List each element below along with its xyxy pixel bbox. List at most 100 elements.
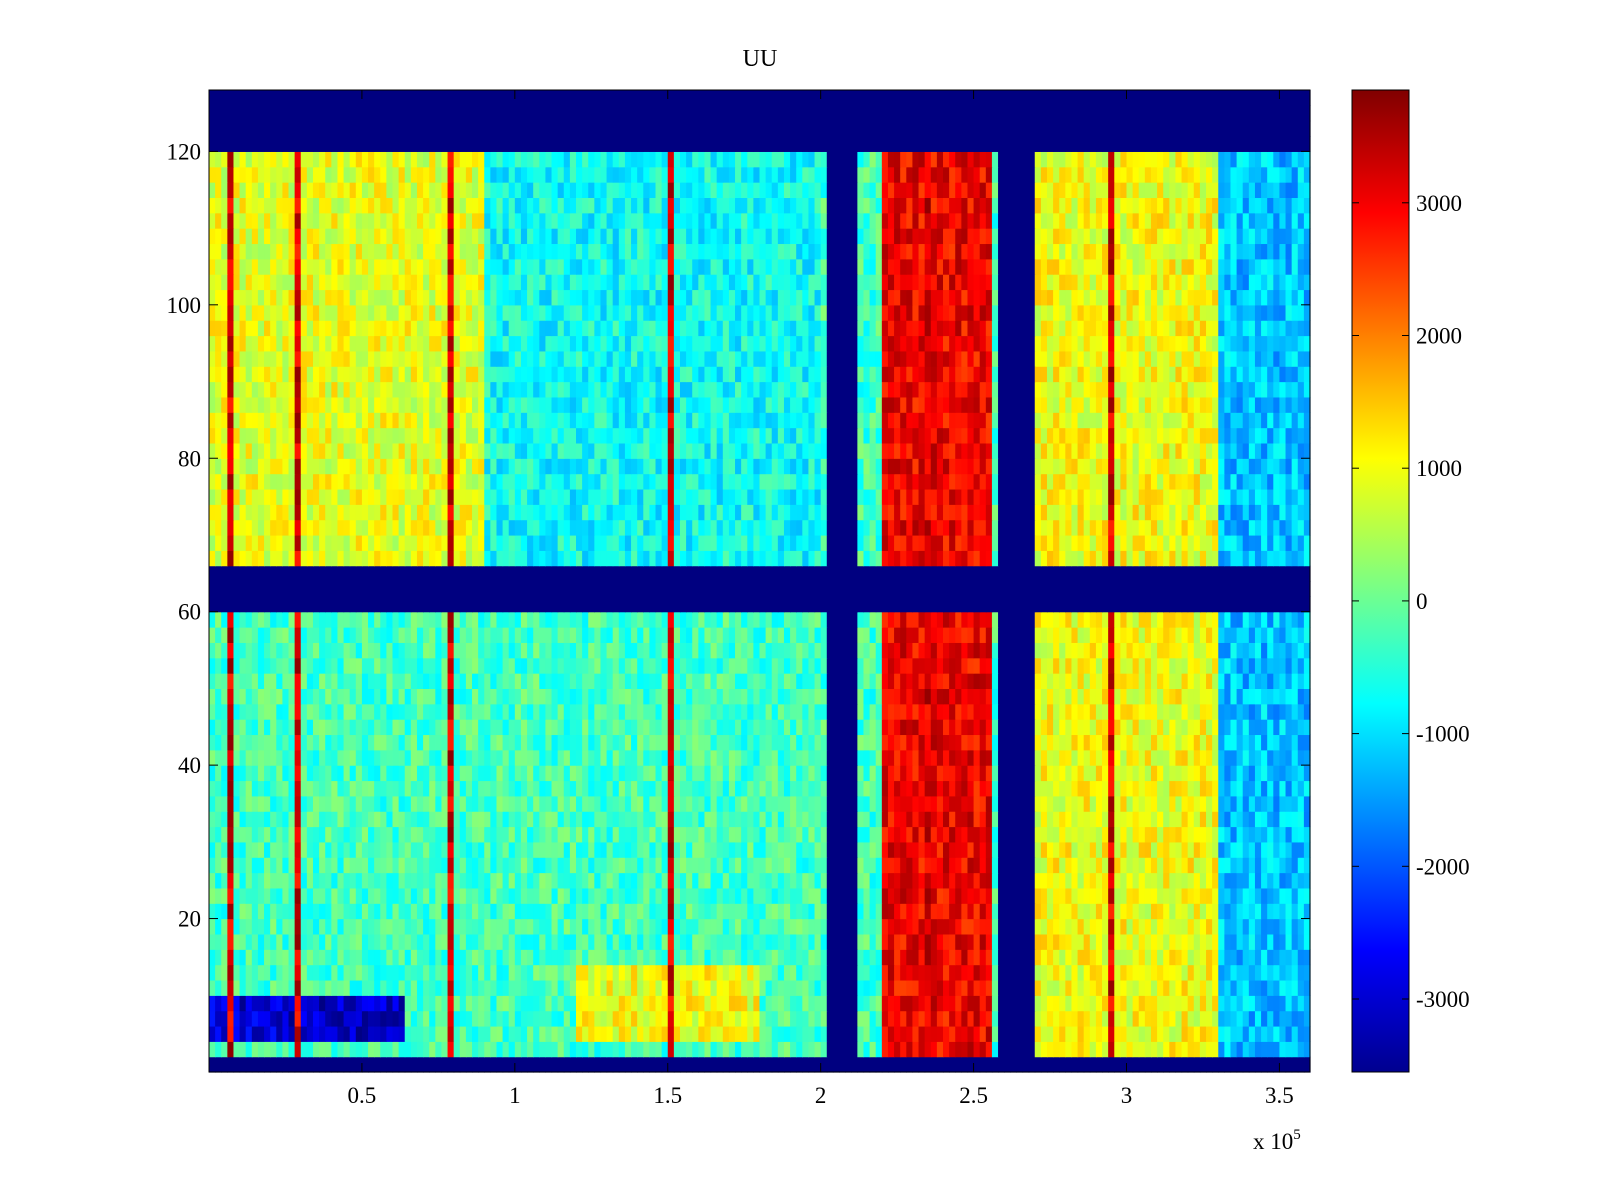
heatmap-cell — [857, 949, 865, 966]
heatmap-cell — [887, 657, 895, 674]
heatmap-cell — [845, 1041, 852, 1058]
heatmap-cell — [863, 657, 871, 674]
heatmap-cell — [845, 933, 852, 950]
heatmap-cell — [1114, 857, 1121, 874]
heatmap-cell — [820, 673, 828, 689]
heatmap-cell — [1218, 780, 1225, 797]
heatmap-cell — [1089, 857, 1097, 874]
heatmap-cell — [1095, 673, 1103, 689]
heatmap-cell — [1150, 719, 1158, 736]
heatmap-cell — [1261, 673, 1268, 689]
heatmap-cell — [1175, 719, 1183, 736]
heatmap-cell — [1169, 811, 1177, 828]
heatmap-cell — [1028, 1010, 1036, 1027]
heatmap-cell — [832, 887, 840, 904]
heatmap-cell — [765, 903, 773, 920]
heatmap-cell — [447, 1041, 455, 1058]
heatmap-cell — [790, 903, 797, 920]
heatmap-cell — [1212, 964, 1219, 981]
heatmap-cell — [887, 673, 895, 689]
heatmap-cell — [1040, 995, 1048, 1012]
heatmap-cell — [215, 795, 222, 812]
heatmap-cell — [936, 734, 944, 751]
heatmap-cell — [686, 1010, 693, 1027]
heatmap-cell — [759, 979, 767, 996]
heatmap-cell — [563, 642, 571, 659]
heatmap-cell — [582, 749, 589, 766]
heatmap-cell — [1065, 688, 1073, 705]
heatmap-cell — [1016, 964, 1024, 981]
heatmap-cell — [679, 765, 687, 782]
heatmap-cell — [374, 1010, 381, 1027]
heatmap-cell — [1089, 826, 1097, 843]
heatmap-cell — [643, 688, 650, 705]
heatmap-cell — [215, 918, 222, 935]
heatmap-cell — [863, 949, 871, 966]
heatmap-cell — [790, 841, 797, 858]
heatmap-cell — [704, 995, 712, 1012]
heatmap-cell — [368, 734, 375, 751]
heatmap-cell — [1053, 841, 1060, 858]
heatmap-cell — [459, 734, 467, 751]
heatmap-cell — [221, 1041, 228, 1058]
heatmap-cell — [1144, 826, 1152, 843]
heatmap-cell — [588, 642, 595, 659]
heatmap-cell — [771, 1056, 779, 1073]
heatmap-cell — [331, 949, 339, 966]
heatmap-cell — [863, 1025, 871, 1042]
heatmap-cell — [967, 749, 975, 766]
heatmap-cell — [973, 795, 981, 812]
heatmap-cell — [1144, 719, 1152, 736]
heatmap-cell — [924, 979, 932, 996]
heatmap-cell — [576, 964, 583, 981]
heatmap-cell — [312, 903, 320, 920]
heatmap-cell — [502, 765, 510, 782]
heatmap-cell — [343, 872, 351, 889]
heatmap-cell — [924, 1056, 932, 1073]
heatmap-cell — [1022, 918, 1030, 935]
heatmap-cell — [624, 872, 632, 889]
heatmap-cell — [710, 918, 718, 935]
heatmap-cell — [820, 887, 828, 904]
heatmap-cell — [276, 703, 283, 720]
heatmap-cell — [924, 1025, 932, 1042]
heatmap-cell — [1150, 964, 1158, 981]
heatmap-cell — [1187, 719, 1195, 736]
heatmap-cell — [496, 826, 504, 843]
heatmap-cell — [368, 811, 375, 828]
heatmap-cell — [1010, 918, 1017, 935]
heatmap-cell — [300, 979, 308, 996]
heatmap-cell — [826, 995, 834, 1012]
heatmap-cell — [1169, 857, 1177, 874]
heatmap-cell — [349, 841, 357, 858]
heatmap-cell — [667, 857, 675, 874]
heatmap-cell — [857, 841, 865, 858]
heatmap-cell — [973, 765, 981, 782]
heatmap-cell — [453, 903, 461, 920]
heatmap-cell — [386, 979, 394, 996]
heatmap-cell — [355, 780, 363, 797]
heatmap-cell — [943, 673, 950, 689]
heatmap-cell — [1206, 933, 1213, 950]
heatmap-cell — [618, 857, 626, 874]
heatmap-cell — [1248, 719, 1256, 736]
heatmap-cell — [1267, 1010, 1274, 1027]
heatmap-cell — [728, 918, 736, 935]
heatmap-cell — [735, 657, 742, 674]
heatmap-cell — [257, 734, 265, 751]
heatmap-cell — [1046, 995, 1054, 1012]
heatmap-cell — [1236, 1025, 1244, 1042]
heatmap-cell — [839, 995, 846, 1012]
heatmap-cell — [692, 903, 699, 920]
heatmap-cell — [465, 933, 473, 950]
heatmap-cell — [398, 734, 406, 751]
heatmap-cell — [839, 780, 846, 797]
heatmap-cell — [484, 872, 491, 889]
heatmap-cell — [557, 1025, 565, 1042]
heatmap-cell — [1273, 826, 1281, 843]
heatmap-cell — [839, 688, 846, 705]
heatmap-cell — [692, 780, 699, 797]
heatmap-cell — [276, 826, 283, 843]
heatmap-cell — [1022, 1056, 1030, 1073]
heatmap-cell — [386, 795, 394, 812]
